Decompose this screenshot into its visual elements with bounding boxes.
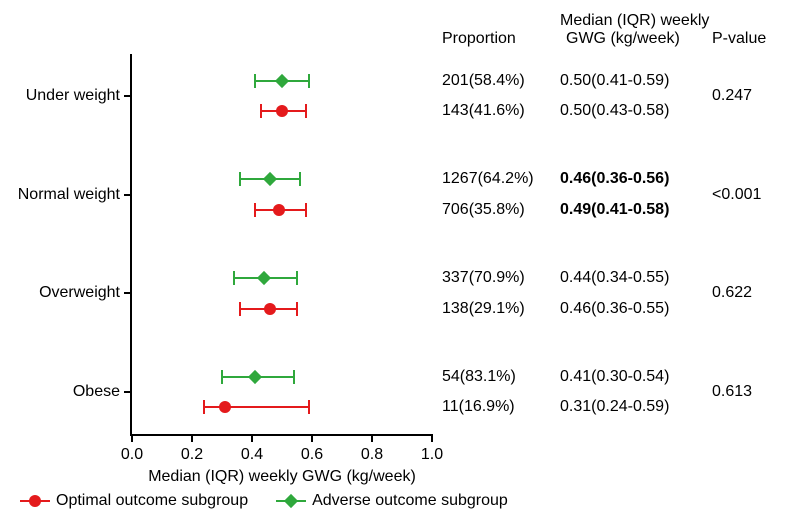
error-bar-cap — [233, 271, 235, 285]
x-tick — [191, 434, 193, 442]
legend-label-adverse: Adverse outcome subgroup — [312, 492, 508, 510]
proportion-cell: 706(35.8%) — [442, 201, 525, 219]
legend: Optimal outcome subgroup Adverse outcome… — [20, 492, 508, 510]
pvalue-cell: 0.613 — [712, 383, 752, 401]
pvalue-cell: 0.622 — [712, 284, 752, 302]
legend-marker-adverse — [276, 500, 306, 502]
header-gwg-line1: Median (IQR) weekly — [560, 12, 709, 30]
proportion-cell: 143(41.6%) — [442, 102, 525, 120]
proportion-cell: 201(58.4%) — [442, 72, 525, 90]
x-tick-label: 0.4 — [241, 446, 263, 464]
category-label: Normal weight — [18, 186, 132, 204]
category-label: Overweight — [39, 284, 132, 302]
x-tick-label: 1.0 — [421, 446, 443, 464]
marker-circle — [219, 401, 231, 413]
error-bar-cap — [239, 302, 241, 316]
category-label: Under weight — [26, 87, 132, 105]
header-gwg-line2: GWG (kg/week) — [566, 30, 680, 48]
pvalue-cell: 0.247 — [712, 87, 752, 105]
x-axis-title: Median (IQR) weekly GWG (kg/week) — [148, 468, 416, 486]
x-tick-label: 0.2 — [181, 446, 203, 464]
proportion-cell: 337(70.9%) — [442, 269, 525, 287]
marker-diamond — [257, 271, 271, 285]
gwg-cell: 0.49(0.41-0.58) — [560, 201, 669, 219]
gwg-cell: 0.50(0.41-0.59) — [560, 72, 669, 90]
gwg-cell: 0.44(0.34-0.55) — [560, 269, 669, 287]
forest-plot-figure: 0.0 0.2 0.4 0.6 0.8 1.0 Median (IQR) weekly GW… — [0, 0, 786, 514]
marker-diamond — [275, 74, 289, 88]
legend-marker-optimal — [20, 500, 50, 502]
header-pvalue: P-value — [712, 30, 766, 48]
error-bar-cap — [254, 203, 256, 217]
x-tick — [431, 434, 433, 442]
error-bar-cap — [221, 370, 223, 384]
gwg-cell: 0.46(0.36-0.56) — [560, 170, 669, 188]
error-bar-cap — [308, 74, 310, 88]
error-bar-cap — [305, 203, 307, 217]
proportion-cell: 11(16.9%) — [442, 398, 515, 416]
error-bar-cap — [293, 370, 295, 384]
gwg-cell: 0.41(0.30-0.54) — [560, 368, 669, 386]
category-label: Obese — [73, 383, 132, 401]
x-tick — [251, 434, 253, 442]
marker-circle — [264, 303, 276, 315]
gwg-cell: 0.46(0.36-0.55) — [560, 300, 669, 318]
marker-circle — [276, 105, 288, 117]
marker-circle — [273, 204, 285, 216]
pvalue-cell: <0.001 — [712, 186, 761, 204]
error-bar-cap — [203, 400, 205, 414]
error-bar-cap — [260, 104, 262, 118]
error-bar-cap — [296, 302, 298, 316]
error-bar-cap — [308, 400, 310, 414]
x-tick-label: 0.6 — [301, 446, 323, 464]
x-tick-label: 0.8 — [361, 446, 383, 464]
x-tick-label: 0.0 — [121, 446, 143, 464]
error-bar-cap — [305, 104, 307, 118]
x-tick — [131, 434, 133, 442]
header-proportion: Proportion — [442, 30, 516, 48]
error-bar-cap — [254, 74, 256, 88]
plot-area: 0.00.20.40.60.81.0Median (IQR) weekly GW… — [130, 54, 432, 436]
x-tick — [311, 434, 313, 442]
error-bar-cap — [296, 271, 298, 285]
proportion-cell: 54(83.1%) — [442, 368, 516, 386]
error-bar-cap — [239, 172, 241, 186]
legend-item-adverse: Adverse outcome subgroup — [276, 492, 508, 510]
legend-label-optimal: Optimal outcome subgroup — [56, 492, 248, 510]
legend-item-optimal: Optimal outcome subgroup — [20, 492, 248, 510]
proportion-cell: 138(29.1%) — [442, 300, 525, 318]
gwg-cell: 0.31(0.24-0.59) — [560, 398, 669, 416]
error-bar-cap — [299, 172, 301, 186]
x-tick — [371, 434, 373, 442]
proportion-cell: 1267(64.2%) — [442, 170, 534, 188]
marker-diamond — [263, 172, 277, 186]
marker-diamond — [248, 370, 262, 384]
gwg-cell: 0.50(0.43-0.58) — [560, 102, 669, 120]
